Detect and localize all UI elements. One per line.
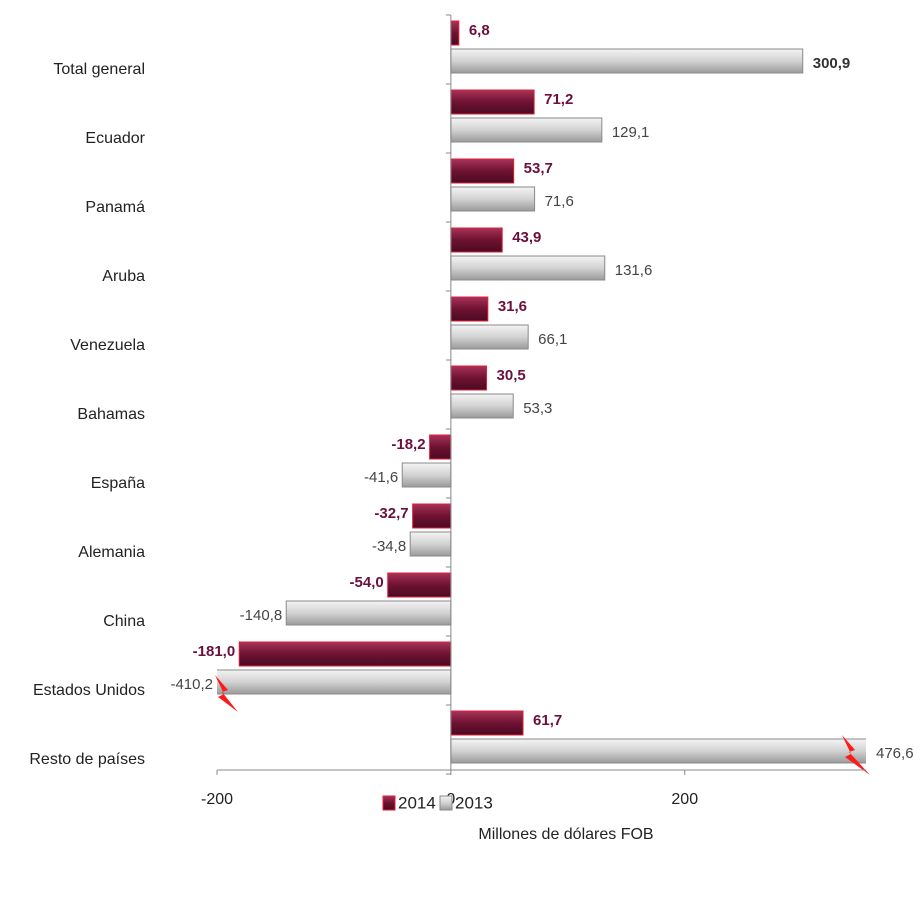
data-label: -34,8 <box>372 538 406 555</box>
data-label: -410,2 <box>170 676 213 693</box>
data-label: -41,6 <box>364 469 398 486</box>
bar <box>409 531 452 557</box>
break-symbol <box>215 675 238 712</box>
x-tick-label: -200 <box>201 791 233 808</box>
x-tick-label: 200 <box>671 791 698 808</box>
category-label: Bahamas <box>77 406 145 423</box>
data-label: 131,6 <box>615 262 653 279</box>
data-label: 66,1 <box>538 331 567 348</box>
category-label: Alemania <box>78 544 145 561</box>
legend-label: 2013 <box>455 793 493 812</box>
category-label: España <box>91 475 145 492</box>
data-label: -32,7 <box>374 505 408 522</box>
data-label: 53,3 <box>523 400 552 417</box>
data-label: 43,9 <box>512 229 541 246</box>
bar <box>429 434 452 460</box>
data-label: -181,0 <box>193 643 236 660</box>
break-symbol <box>842 735 870 775</box>
data-label: 30,5 <box>497 367 526 384</box>
bar <box>450 89 535 115</box>
data-label: 6,8 <box>469 22 490 39</box>
data-label: -140,8 <box>240 607 283 624</box>
bar <box>238 641 452 667</box>
bar <box>450 710 524 736</box>
bar <box>450 227 503 253</box>
data-label: -54,0 <box>350 574 384 591</box>
bar <box>401 462 452 488</box>
data-label: -18,2 <box>391 436 425 453</box>
bar <box>450 117 603 143</box>
bar <box>450 186 536 212</box>
bar <box>387 572 452 598</box>
category-label: Panamá <box>85 199 145 216</box>
bar <box>412 503 452 529</box>
data-label: 476,6 <box>876 745 914 762</box>
data-label: 300,9 <box>813 55 851 72</box>
category-label: Total general <box>53 61 145 78</box>
bar <box>450 393 514 419</box>
category-label: Aruba <box>102 268 145 285</box>
x-axis-label: Millones de dólares FOB <box>478 826 653 843</box>
data-label: 129,1 <box>612 124 650 141</box>
bar <box>285 600 452 626</box>
legend-label: 2014 <box>398 793 436 812</box>
category-label: China <box>103 613 145 630</box>
bar <box>450 48 804 74</box>
category-label: Venezuela <box>70 337 145 354</box>
data-label: 71,6 <box>545 193 574 210</box>
bar <box>450 324 529 350</box>
bar <box>450 20 460 46</box>
data-label: 71,2 <box>544 91 573 108</box>
bar <box>450 255 606 281</box>
legend-swatch <box>439 795 453 811</box>
data-label: 61,7 <box>533 712 562 729</box>
bar <box>450 296 489 322</box>
bar <box>450 158 515 184</box>
category-label: Ecuador <box>85 130 145 147</box>
data-label: 53,7 <box>524 160 553 177</box>
category-label: Resto de países <box>29 751 145 768</box>
data-label: 31,6 <box>498 298 527 315</box>
legend-swatch <box>382 795 396 811</box>
bar <box>450 738 866 764</box>
category-label: Estados Unidos <box>33 682 145 699</box>
bar <box>450 365 488 391</box>
